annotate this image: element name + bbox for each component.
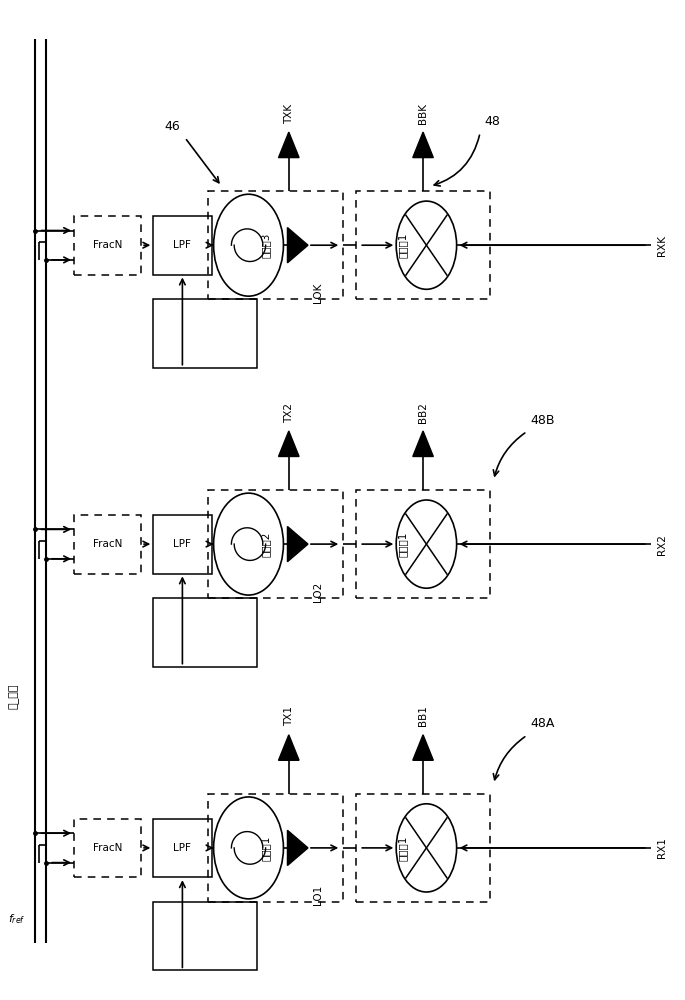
Text: BB2: BB2 [418, 402, 428, 423]
Bar [356, 794, 490, 902]
Polygon shape [279, 132, 299, 158]
Text: TX1: TX1 [284, 706, 294, 726]
Text: FracN: FracN [93, 240, 122, 250]
Bar [208, 794, 342, 902]
Text: FracN: FracN [93, 843, 122, 853]
Text: TX2: TX2 [284, 403, 294, 423]
Text: $f_{ref}$: $f_{ref}$ [8, 913, 26, 926]
Bar [153, 515, 212, 573]
Text: LPF: LPF [173, 240, 191, 250]
Text: RX2: RX2 [657, 534, 667, 555]
Text: 帧_同步: 帧_同步 [9, 683, 20, 709]
Bar [356, 191, 490, 299]
Polygon shape [413, 132, 434, 158]
Bar [208, 191, 342, 299]
Bar [153, 902, 257, 970]
Bar [356, 490, 490, 598]
Polygon shape [413, 431, 434, 456]
Text: 48: 48 [485, 115, 501, 128]
Text: LOK: LOK [313, 282, 323, 303]
Text: RX1: RX1 [657, 837, 667, 858]
Polygon shape [288, 830, 308, 866]
Bar [74, 818, 141, 877]
Text: FracN: FracN [93, 539, 122, 549]
Text: RXK: RXK [657, 235, 667, 256]
Bar [208, 490, 342, 598]
Bar [153, 818, 212, 877]
Text: 发送器1: 发送器1 [260, 835, 271, 861]
Bar [153, 299, 257, 368]
Polygon shape [279, 431, 299, 456]
Text: 收发器1: 收发器1 [398, 531, 408, 557]
Bar [74, 216, 141, 275]
Text: BBK: BBK [418, 103, 428, 124]
Text: 48A: 48A [530, 717, 555, 730]
Text: 发送器3: 发送器3 [260, 233, 271, 258]
Bar [74, 515, 141, 573]
Polygon shape [279, 735, 299, 760]
Text: 发送器2: 发送器2 [260, 531, 271, 557]
Text: LO1: LO1 [313, 885, 323, 905]
Text: LO2: LO2 [313, 581, 323, 602]
Polygon shape [288, 228, 308, 263]
Text: 收发器1: 收发器1 [398, 835, 408, 861]
Bar [153, 598, 257, 667]
Polygon shape [288, 526, 308, 562]
Bar [153, 216, 212, 275]
Text: LPF: LPF [173, 843, 191, 853]
Text: TXK: TXK [284, 104, 294, 124]
Text: LPF: LPF [173, 539, 191, 549]
Text: 48B: 48B [530, 414, 555, 426]
Text: BB1: BB1 [418, 706, 428, 726]
Text: 收发器1: 收发器1 [398, 233, 408, 258]
Polygon shape [413, 735, 434, 760]
Text: 46: 46 [164, 119, 180, 132]
